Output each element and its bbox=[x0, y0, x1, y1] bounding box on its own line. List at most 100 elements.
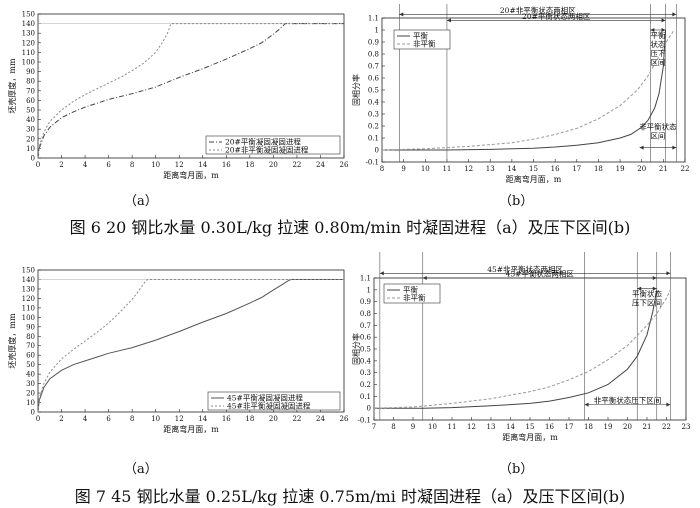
y-tick-label: 130 bbox=[22, 285, 35, 293]
sublabel-6b: （b） bbox=[499, 194, 534, 209]
y-tick-label: 1.1 bbox=[360, 275, 371, 283]
y-tick-label: 90 bbox=[26, 68, 35, 76]
figure-caption-6: 图 6 20 钢比水量 0.30L/kg 拉速 0.80m/min 时凝固进程（… bbox=[69, 218, 631, 237]
x-tick-label: 16 bbox=[545, 423, 554, 431]
x-tick-label: 12 bbox=[175, 415, 184, 423]
y-tick-label: 140 bbox=[22, 20, 35, 28]
x-tick-label: 16 bbox=[222, 415, 231, 423]
x-tick-label: 9 bbox=[401, 165, 405, 173]
range-annotation-label: 非平衡状态压下区间 bbox=[594, 395, 662, 405]
x-tick-label: 19 bbox=[616, 165, 625, 173]
y-tick-label: -0.1 bbox=[366, 159, 380, 167]
y-tick-label: 60 bbox=[26, 352, 35, 360]
solid-fraction-chart-45: 7 8 9 10 11 12 13 14 15 16 17 18 19 20 21 22 23 -0.1 0 0.1 0… bbox=[352, 252, 690, 442]
y-tick-label: 0.6 bbox=[368, 75, 380, 83]
y-tick-label: 10 bbox=[26, 145, 35, 153]
x-tick-label: 6 bbox=[106, 415, 111, 423]
x-tick-label: 0 bbox=[36, 415, 40, 423]
range-annotation-label: 45#平衡状态两相区 bbox=[506, 269, 575, 279]
arrowhead-right bbox=[666, 402, 671, 407]
series-line-0 bbox=[37, 23, 344, 159]
y-tick-label: 0 bbox=[31, 409, 35, 417]
y-tick-label: 70 bbox=[26, 87, 35, 95]
x-tick-label: 22 bbox=[662, 423, 671, 431]
arrowhead-left bbox=[650, 28, 655, 32]
legend-entry-label: 非平衡 bbox=[403, 293, 426, 303]
y-tick-label: 100 bbox=[22, 59, 35, 67]
y-tick-label: 80 bbox=[26, 333, 35, 341]
y-tick-label: 0.4 bbox=[368, 99, 380, 107]
y-tick-label: 50 bbox=[26, 107, 35, 115]
x-tick-label: 8 bbox=[380, 165, 384, 173]
x-tick-label: 8 bbox=[391, 423, 395, 431]
shell-thickness-chart-45: 0 2 4 6 8 10 12 14 16 18 20 22 24 2601020304050607080… bbox=[8, 267, 349, 435]
x-tick-label: 24 bbox=[316, 415, 325, 423]
x-tick-label: 0 bbox=[36, 161, 40, 169]
x-tick-label: 18 bbox=[594, 165, 603, 173]
plot-frame bbox=[37, 269, 345, 413]
y-tick-label: 0.5 bbox=[368, 87, 379, 95]
sublabel-7a: （a） bbox=[124, 462, 158, 477]
x-tick-label: 7 bbox=[372, 423, 376, 431]
y-tick-label: 120 bbox=[22, 39, 35, 47]
series-line-1 bbox=[37, 279, 344, 413]
x-tick-label: 20 bbox=[269, 161, 278, 169]
x-tick-label: 18 bbox=[245, 161, 254, 169]
arrowhead-left bbox=[399, 12, 404, 17]
x-tick-label: 17 bbox=[572, 165, 581, 173]
range-annotation-line: 状态 bbox=[650, 39, 666, 49]
x-tick-label: 4 bbox=[83, 415, 88, 423]
y-tick-label: 40 bbox=[26, 116, 35, 124]
solid-fraction-chart-20: 8 9 10 11 12 13 14 15 16 17 18 19 20 21 22 -0.1 0 0.1 0.2 0… bbox=[352, 4, 690, 184]
arrowhead-right bbox=[672, 145, 677, 150]
range-annotation-line: 压下 bbox=[650, 49, 666, 58]
series-line-1 bbox=[381, 29, 675, 151]
y-tick-label: 0.8 bbox=[360, 310, 371, 318]
x-tick-label: 12 bbox=[175, 161, 184, 169]
x-tick-label: 2 bbox=[59, 161, 63, 169]
y-tick-label: 0.9 bbox=[368, 39, 379, 47]
plot-frame bbox=[37, 13, 345, 159]
x-tick-label: 12 bbox=[464, 165, 473, 173]
arrowhead-right bbox=[661, 18, 666, 23]
legend-entry-label: 平衡 bbox=[413, 31, 428, 41]
x-tick-label: 10 bbox=[421, 165, 430, 173]
x-tick-label: 16 bbox=[222, 161, 231, 169]
legend-entry-label: 非平衡 bbox=[413, 39, 436, 49]
x-axis-label: 距离弯月面，m bbox=[502, 432, 558, 442]
y-tick-label: 120 bbox=[22, 295, 35, 303]
y-tick-label: 70 bbox=[26, 342, 35, 350]
y-tick-label: 110 bbox=[22, 304, 35, 312]
y-axis-label: 坯壳厚度，mm bbox=[8, 313, 17, 369]
arrowhead-left bbox=[446, 18, 451, 23]
legend-entry-label: 45#非平衡凝固凝固进程 bbox=[227, 401, 311, 411]
y-tick-label: 0.4 bbox=[360, 357, 372, 365]
x-tick-label: 13 bbox=[486, 165, 495, 173]
arrowhead-left bbox=[639, 145, 644, 150]
range-annotation-label: 20#非平衡状态两相区 bbox=[500, 5, 576, 15]
y-tick-label: 0.1 bbox=[360, 393, 371, 401]
arrowhead-right bbox=[661, 28, 666, 32]
y-tick-label: 20 bbox=[26, 390, 35, 398]
legend-box bbox=[207, 391, 341, 411]
x-tick-label: 17 bbox=[565, 423, 574, 431]
y-tick-label: -0.1 bbox=[358, 417, 372, 425]
x-tick-label: 20 bbox=[637, 165, 646, 173]
series-line-1 bbox=[373, 289, 671, 409]
figure-caption-7: 图 7 45 钢比水量 0.25L/kg 拉速 0.75m/mi 时凝固进程（a… bbox=[74, 487, 626, 506]
sublabel-7b: （b） bbox=[499, 462, 534, 477]
legend-entry-label: 平衡 bbox=[403, 285, 418, 295]
x-tick-label: 20 bbox=[623, 423, 632, 431]
x-tick-label: 22 bbox=[681, 165, 690, 173]
y-tick-label: 140 bbox=[22, 276, 35, 284]
x-axis-label: 距离弯月面，m bbox=[163, 424, 219, 434]
x-tick-label: 4 bbox=[83, 161, 88, 169]
x-tick-label: 21 bbox=[643, 423, 652, 431]
y-axis-label: 固相分率 bbox=[352, 74, 361, 106]
y-tick-label: 0.2 bbox=[368, 123, 379, 131]
arrowhead-left bbox=[379, 271, 384, 276]
y-tick-label: 100 bbox=[22, 314, 35, 322]
y-tick-label: 50 bbox=[26, 361, 35, 369]
y-tick-label: 0 bbox=[367, 405, 371, 413]
y-tick-label: 0.6 bbox=[360, 334, 372, 342]
